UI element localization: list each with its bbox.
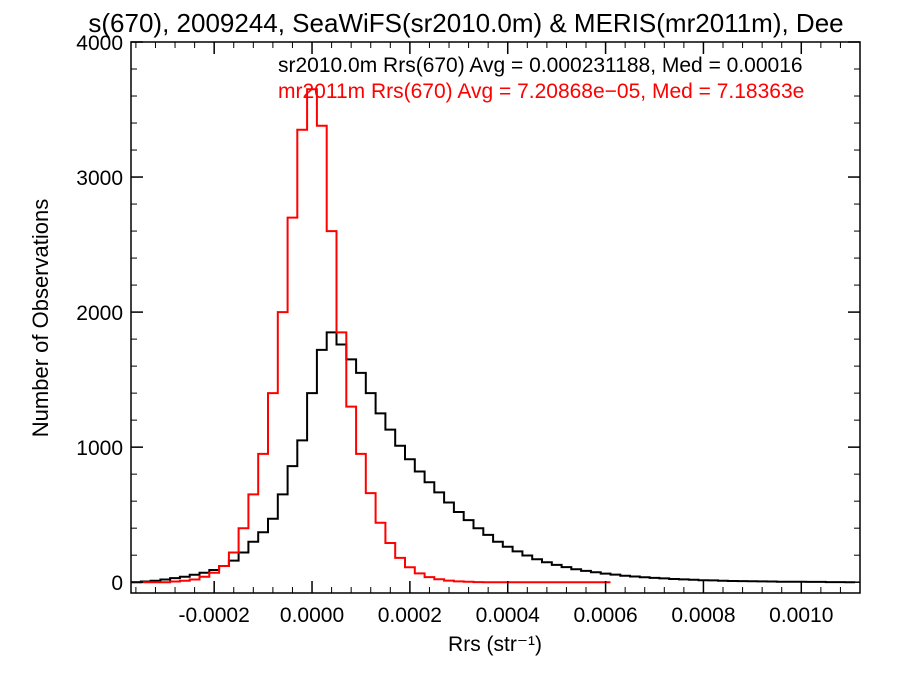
y-tick-label: 4000 bbox=[76, 32, 123, 55]
x-tick-label: 0.0004 bbox=[476, 604, 541, 627]
y-tick-label: 0 bbox=[111, 572, 123, 595]
y-tick-labels: 0 1000 2000 3000 4000 bbox=[76, 32, 123, 595]
series-layer bbox=[131, 88, 856, 584]
series-line-mr2011m bbox=[131, 88, 611, 584]
y-tick-label: 3000 bbox=[76, 167, 123, 190]
x-tick-label: 0.0002 bbox=[378, 604, 442, 627]
x-tick-label: 0.0006 bbox=[573, 604, 637, 627]
x-tick-label: 0.0008 bbox=[671, 604, 735, 627]
chart-title: s(670), 2009244, SeaWiFS(sr2010.0m) & ME… bbox=[88, 8, 843, 38]
x-tick-label: 0.0010 bbox=[769, 604, 833, 627]
legend-entry-mr2011: mr2011m Rrs(670) Avg = 7.20868e−05, Med … bbox=[278, 80, 804, 103]
x-tick-label: 0.0000 bbox=[280, 604, 344, 627]
axis-ticks bbox=[131, 41, 860, 593]
plot-frame bbox=[130, 41, 861, 594]
legend-entry-sr2010: sr2010.0m Rrs(670) Avg = 0.000231188, Me… bbox=[278, 54, 803, 77]
x-axis-label: Rrs (str⁻¹) bbox=[448, 633, 542, 656]
y-tick-label: 1000 bbox=[76, 437, 123, 460]
y-tick-label: 2000 bbox=[76, 302, 123, 325]
x-tick-label: -0.0002 bbox=[179, 604, 250, 627]
y-axis-label: Number of Observations bbox=[28, 199, 53, 437]
series-line-sr2010-0m bbox=[131, 331, 856, 584]
x-tick-labels: -0.0002 0.0000 0.0002 0.0004 0.0006 0.0008 0.0… bbox=[179, 604, 834, 627]
